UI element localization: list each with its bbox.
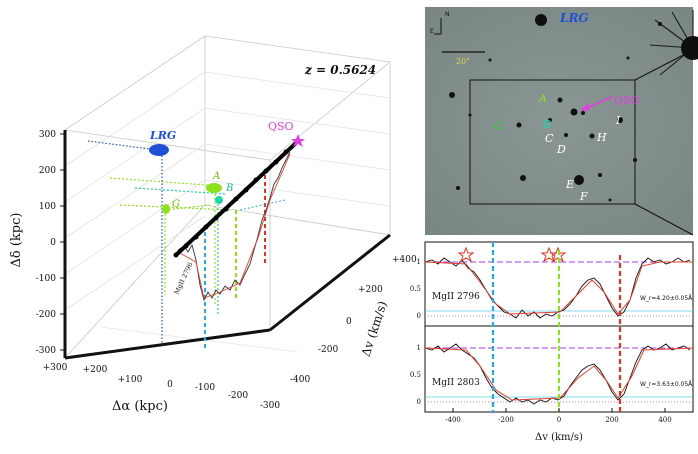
v-tick: +200 [358, 285, 383, 295]
x-axis-label: Δα (kpc) [112, 399, 168, 414]
y-tick: -200 [36, 310, 56, 320]
sky-image-background [425, 7, 693, 235]
xtick: -200 [498, 416, 514, 424]
image-label-c: C [545, 132, 554, 145]
y-tick: -300 [36, 346, 56, 356]
star-marker-icon [457, 246, 475, 263]
image-label-d: D [556, 143, 566, 156]
ytick: 1 [417, 258, 421, 266]
x-tick: +100 [118, 375, 143, 385]
spectra-panel: 1 0.5 0 1 0.5 0 MgII 2796 W_r=4.20±0.05Å… [410, 241, 694, 443]
spectrum-3d-label: MgII 2796 [173, 261, 195, 296]
ytick: 0.5 [410, 371, 421, 379]
zoom-box [469, 79, 636, 205]
image-label-a: A [538, 92, 547, 105]
lrg-ellipse [149, 144, 169, 156]
image-label-h: H [596, 131, 607, 144]
v-axis-ticks: +400 +200 0 -200 -400 [290, 255, 417, 385]
spectrum-2803-model [424, 347, 694, 401]
spectrum-2796-ew: W_r=4.20±0.05Å [640, 295, 693, 302]
v-axis-line [269, 233, 391, 332]
x-tick: -200 [228, 391, 248, 401]
y-tick: 0 [50, 238, 56, 248]
compass-east: E [430, 28, 434, 35]
y-tick: 300 [39, 130, 56, 140]
image-label-g: G [494, 120, 503, 133]
qso-label: QSO [268, 120, 294, 133]
galaxy-b-label: B [225, 183, 233, 194]
x-axis-line [64, 328, 271, 360]
x-tick: -300 [260, 401, 280, 411]
galaxy-a-label: A [212, 171, 220, 182]
xtick: -400 [445, 416, 461, 424]
y-tick: -100 [36, 274, 56, 284]
y-axis-ticks: 300 200 100 0 -100 -200 -300 [36, 130, 57, 356]
x-tick: +200 [83, 365, 108, 375]
scale-bar-label: 20" [456, 57, 470, 66]
x-axis-ticks: +300 +200 +100 0 -100 -200 -300 [43, 363, 281, 411]
box-wireframe [64, 35, 391, 359]
spectrum-2796-model [424, 261, 693, 315]
v-tick: +400 [392, 255, 417, 265]
xtick: 400 [658, 416, 671, 424]
spectra-x-axis-label: Δv (km/s) [535, 432, 583, 443]
image-label-e: E [565, 178, 574, 191]
galaxy-b-ellipse [215, 196, 223, 204]
x-tick: -100 [195, 383, 215, 393]
v-tick: -400 [290, 375, 310, 385]
left-3d-panel: 300 200 100 0 -100 -200 -300 Δδ (kpc) +3… [9, 35, 417, 414]
v-tick: 0 [346, 317, 352, 327]
y-tick: 100 [39, 202, 56, 212]
image-label-lrg: LRG [559, 11, 589, 25]
image-label-qso: QSO [614, 94, 640, 107]
lrg-label: LRG [149, 129, 176, 142]
x-tick: 0 [167, 380, 173, 390]
v-tick: -200 [318, 345, 338, 355]
image-label-b: B [542, 118, 551, 131]
compass-icon [434, 18, 442, 35]
spectrum-2796-label: MgII 2796 [432, 292, 480, 302]
galaxy-g-label: G [172, 199, 180, 210]
xtick: 0 [557, 416, 561, 424]
sky-image-panel: N E 20" LRG A B G QSO C D H I E F [425, 7, 698, 236]
v-axis-label: Δv (km/s) [359, 299, 390, 358]
spectrum-2803-flux [424, 343, 691, 405]
galaxy-g-ellipse [162, 204, 170, 214]
x-tick: +300 [43, 363, 68, 373]
y-axis-label: Δδ (kpc) [9, 213, 24, 268]
compass-north: N [445, 11, 450, 18]
ytick: 0 [417, 312, 421, 320]
qso-star-icon [291, 134, 305, 147]
spectrum-2803-ew: W_r=3.63±0.05Å [640, 381, 693, 388]
image-label-i: I [615, 114, 621, 127]
xtick: 200 [605, 416, 618, 424]
spectrum-3d-model [177, 153, 291, 299]
ytick: 0 [417, 398, 421, 406]
ytick: 1 [417, 344, 421, 352]
image-label-f: F [579, 190, 588, 203]
redshift-label: z = 0.5624 [304, 63, 376, 77]
ytick: 0.5 [410, 285, 421, 293]
spectrum-2803-label: MgII 2803 [432, 378, 480, 388]
y-tick: 200 [39, 166, 56, 176]
galaxy-a-ellipse [206, 183, 222, 193]
spectrum-3d-trace [177, 151, 291, 302]
